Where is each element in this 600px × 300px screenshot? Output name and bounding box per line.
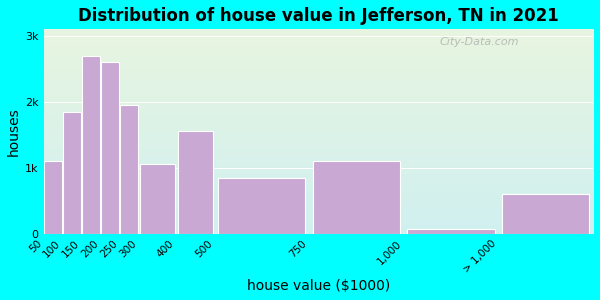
Bar: [82, 56, 100, 234]
Bar: [101, 62, 119, 234]
Bar: [140, 164, 175, 234]
Y-axis label: houses: houses: [7, 107, 21, 156]
Bar: [178, 131, 212, 234]
Text: City-Data.com: City-Data.com: [439, 38, 519, 47]
Bar: [502, 194, 589, 234]
Bar: [218, 178, 305, 234]
Title: Distribution of house value in Jefferson, TN in 2021: Distribution of house value in Jefferson…: [78, 7, 559, 25]
Bar: [44, 161, 62, 234]
X-axis label: house value ($1000): house value ($1000): [247, 279, 390, 293]
Bar: [313, 161, 400, 234]
Bar: [407, 229, 494, 234]
Bar: [64, 112, 81, 234]
Bar: [120, 105, 137, 234]
